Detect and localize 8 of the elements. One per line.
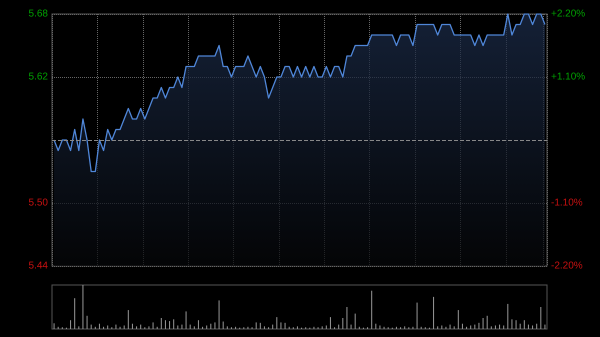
y2-tick-label: -2.20% — [551, 260, 583, 272]
y2-tick-label: +2.20% — [551, 8, 586, 20]
y-tick-label: 5.44 — [28, 260, 48, 272]
y2-tick-label: -1.10% — [551, 198, 583, 208]
y-tick-label: 5.62 — [28, 72, 48, 82]
y-tick-label: 5.50 — [28, 198, 48, 208]
y-tick-label: 5.68 — [28, 8, 48, 20]
y2-tick-label: +1.10% — [551, 72, 586, 82]
